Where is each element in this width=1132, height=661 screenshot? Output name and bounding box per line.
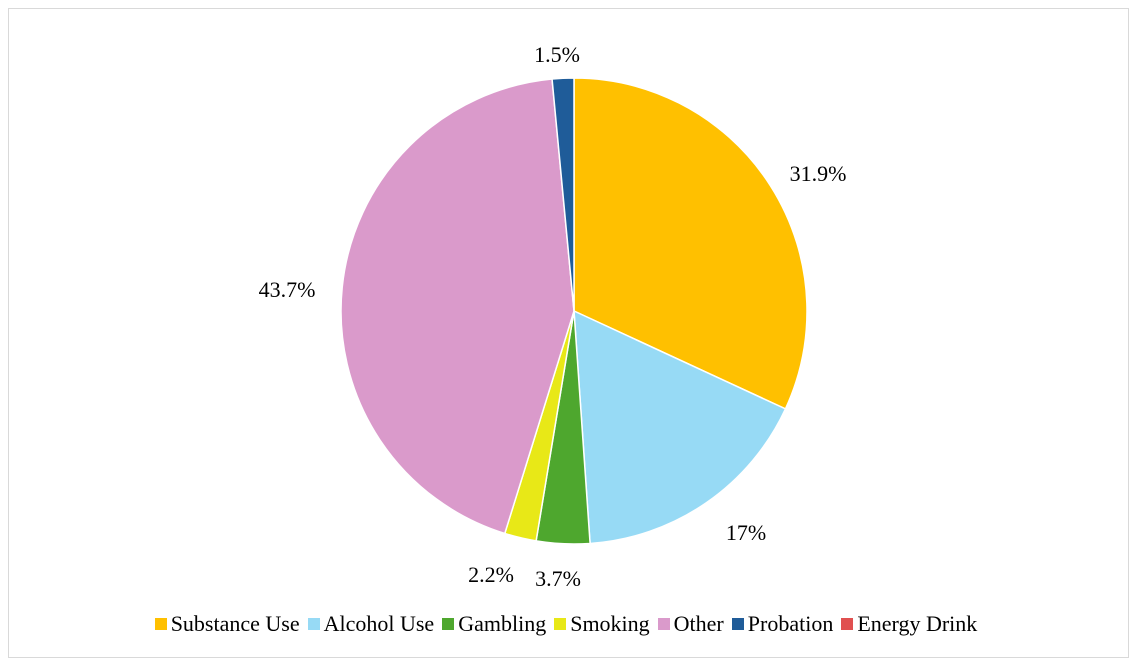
pie-slice-alcohol-use xyxy=(573,309,787,545)
legend-item-energy-drink: Energy Drink xyxy=(841,611,977,637)
legend: Substance Use Alcohol Use Gambling Smoking O… xyxy=(0,608,1132,640)
legend-item-probation: Probation xyxy=(731,611,834,637)
legend-label: Energy Drink xyxy=(857,611,978,636)
data-label-other: 43.7% xyxy=(259,277,316,302)
legend-swatch xyxy=(307,618,320,630)
legend-swatch xyxy=(731,618,744,630)
legend-swatch xyxy=(841,618,854,630)
data-label-substance-use: 31.9% xyxy=(790,161,847,186)
legend-item-gambling: Gambling xyxy=(442,611,546,637)
legend-label: Other xyxy=(673,611,724,636)
legend-swatch xyxy=(154,618,167,630)
legend-label: Substance Use xyxy=(170,611,300,636)
data-label-gambling: 3.7% xyxy=(535,566,581,591)
legend-item-alcohol-use: Alcohol Use xyxy=(307,611,435,637)
pie-slice-other xyxy=(340,78,575,535)
legend-label: Smoking xyxy=(570,611,650,636)
legend-label: Gambling xyxy=(458,611,547,636)
data-label-probation: 1.5% xyxy=(534,42,580,67)
legend-swatch xyxy=(657,618,670,630)
legend-item-other: Other xyxy=(657,611,724,637)
data-label-alcohol-use: 17% xyxy=(726,520,766,545)
legend-label: Probation xyxy=(747,611,834,636)
pie-slice-substance-use xyxy=(573,77,808,410)
legend-item-smoking: Smoking xyxy=(554,611,650,637)
legend-label: Alcohol Use xyxy=(323,611,435,636)
data-labels: 31.9% 17% 3.7% 2.2% 43.7% 1.5% xyxy=(259,42,847,591)
legend-item-substance-use: Substance Use xyxy=(154,611,300,637)
legend-swatch xyxy=(442,618,455,630)
legend-swatch xyxy=(554,618,567,630)
data-label-smoking: 2.2% xyxy=(468,562,514,587)
pie-slice-probation xyxy=(551,77,575,312)
pie-slices xyxy=(340,77,808,545)
